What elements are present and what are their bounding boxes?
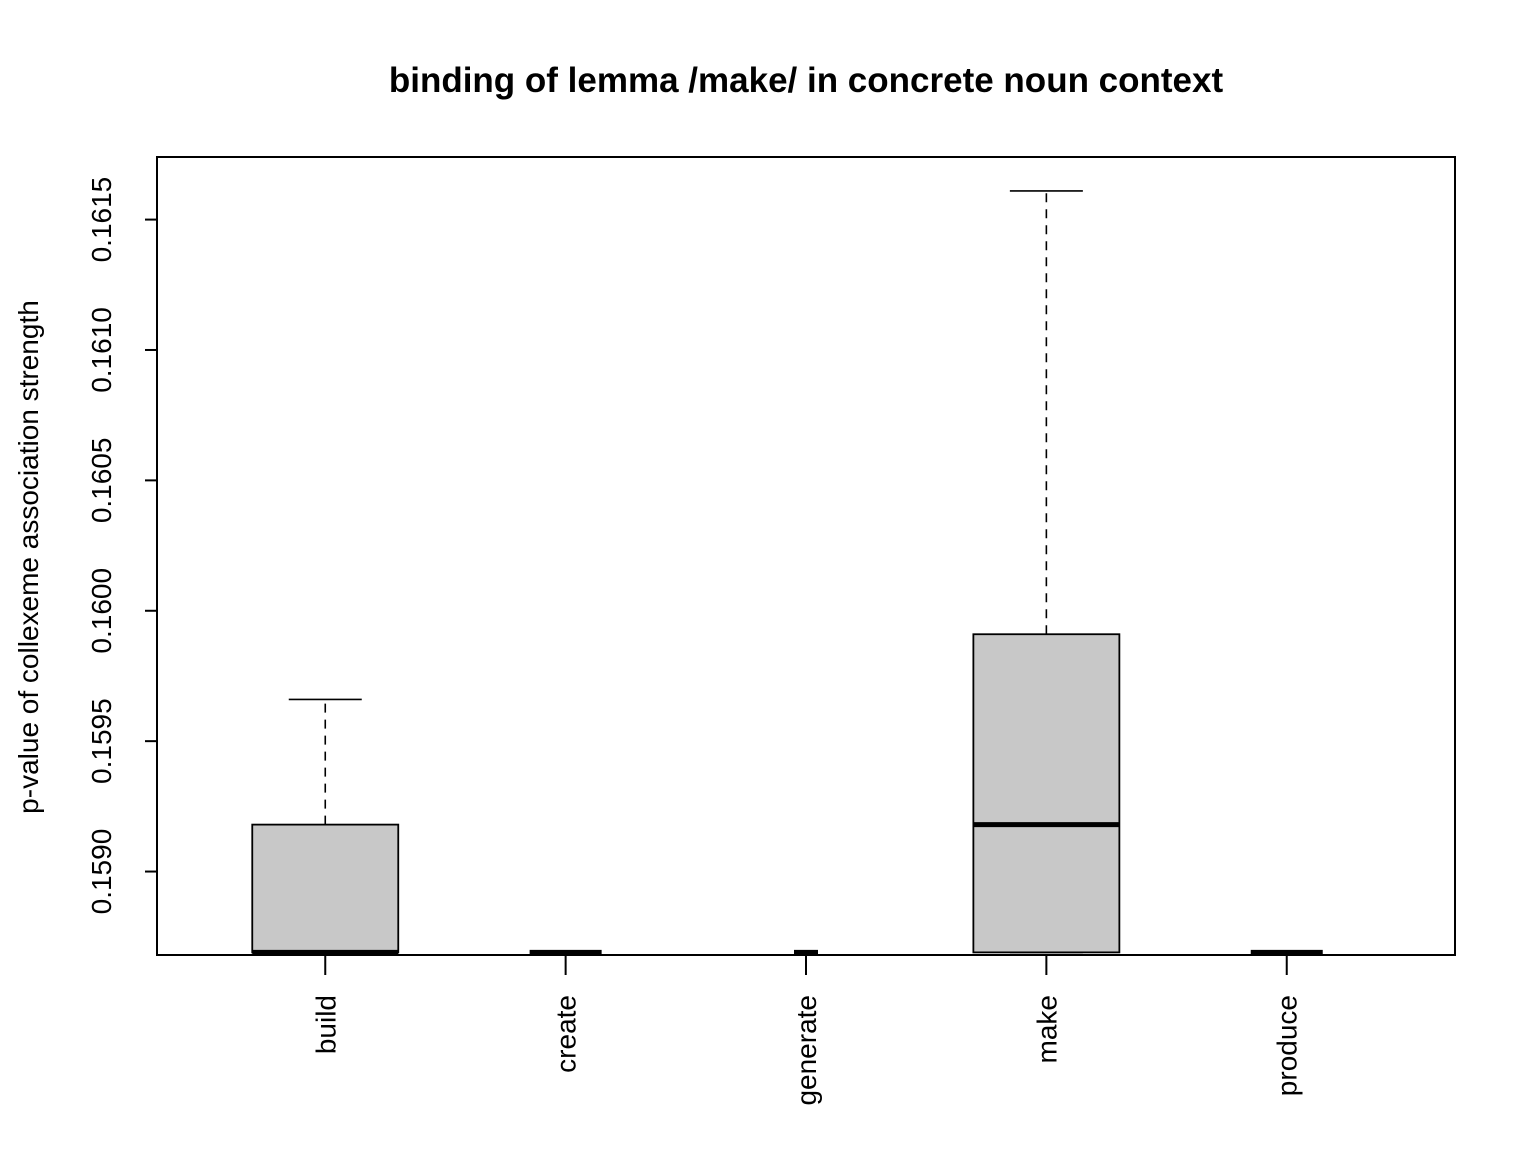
x-tick-label: generate [791,995,822,1106]
y-tick-label: 0.1610 [86,307,117,393]
x-tick-label: create [551,995,582,1073]
x-tick-label: produce [1272,995,1303,1096]
y-axis-label: p-value of collexeme association strengt… [13,300,44,814]
y-tick-label: 0.1590 [86,829,117,915]
box-build [251,698,400,955]
x-tick-label: build [310,995,341,1054]
y-tick-label: 0.1600 [86,568,117,654]
y-tick-label: 0.1595 [86,698,117,784]
iqr-box [251,823,400,954]
box-make [972,190,1121,954]
y-tick-label: 0.1615 [86,177,117,263]
y-axis: 0.1590 0.1595 0.1600 0.1605 0.1610 0.1615 [86,177,157,915]
chart-title: binding of lemma /make/ in concrete noun… [389,61,1224,100]
x-axis: build create generate make produce [310,955,1303,1106]
boxes-group [251,190,1323,955]
iqr-box [972,633,1121,954]
x-tick-label: make [1031,995,1062,1063]
y-tick-label: 0.1605 [86,438,117,524]
